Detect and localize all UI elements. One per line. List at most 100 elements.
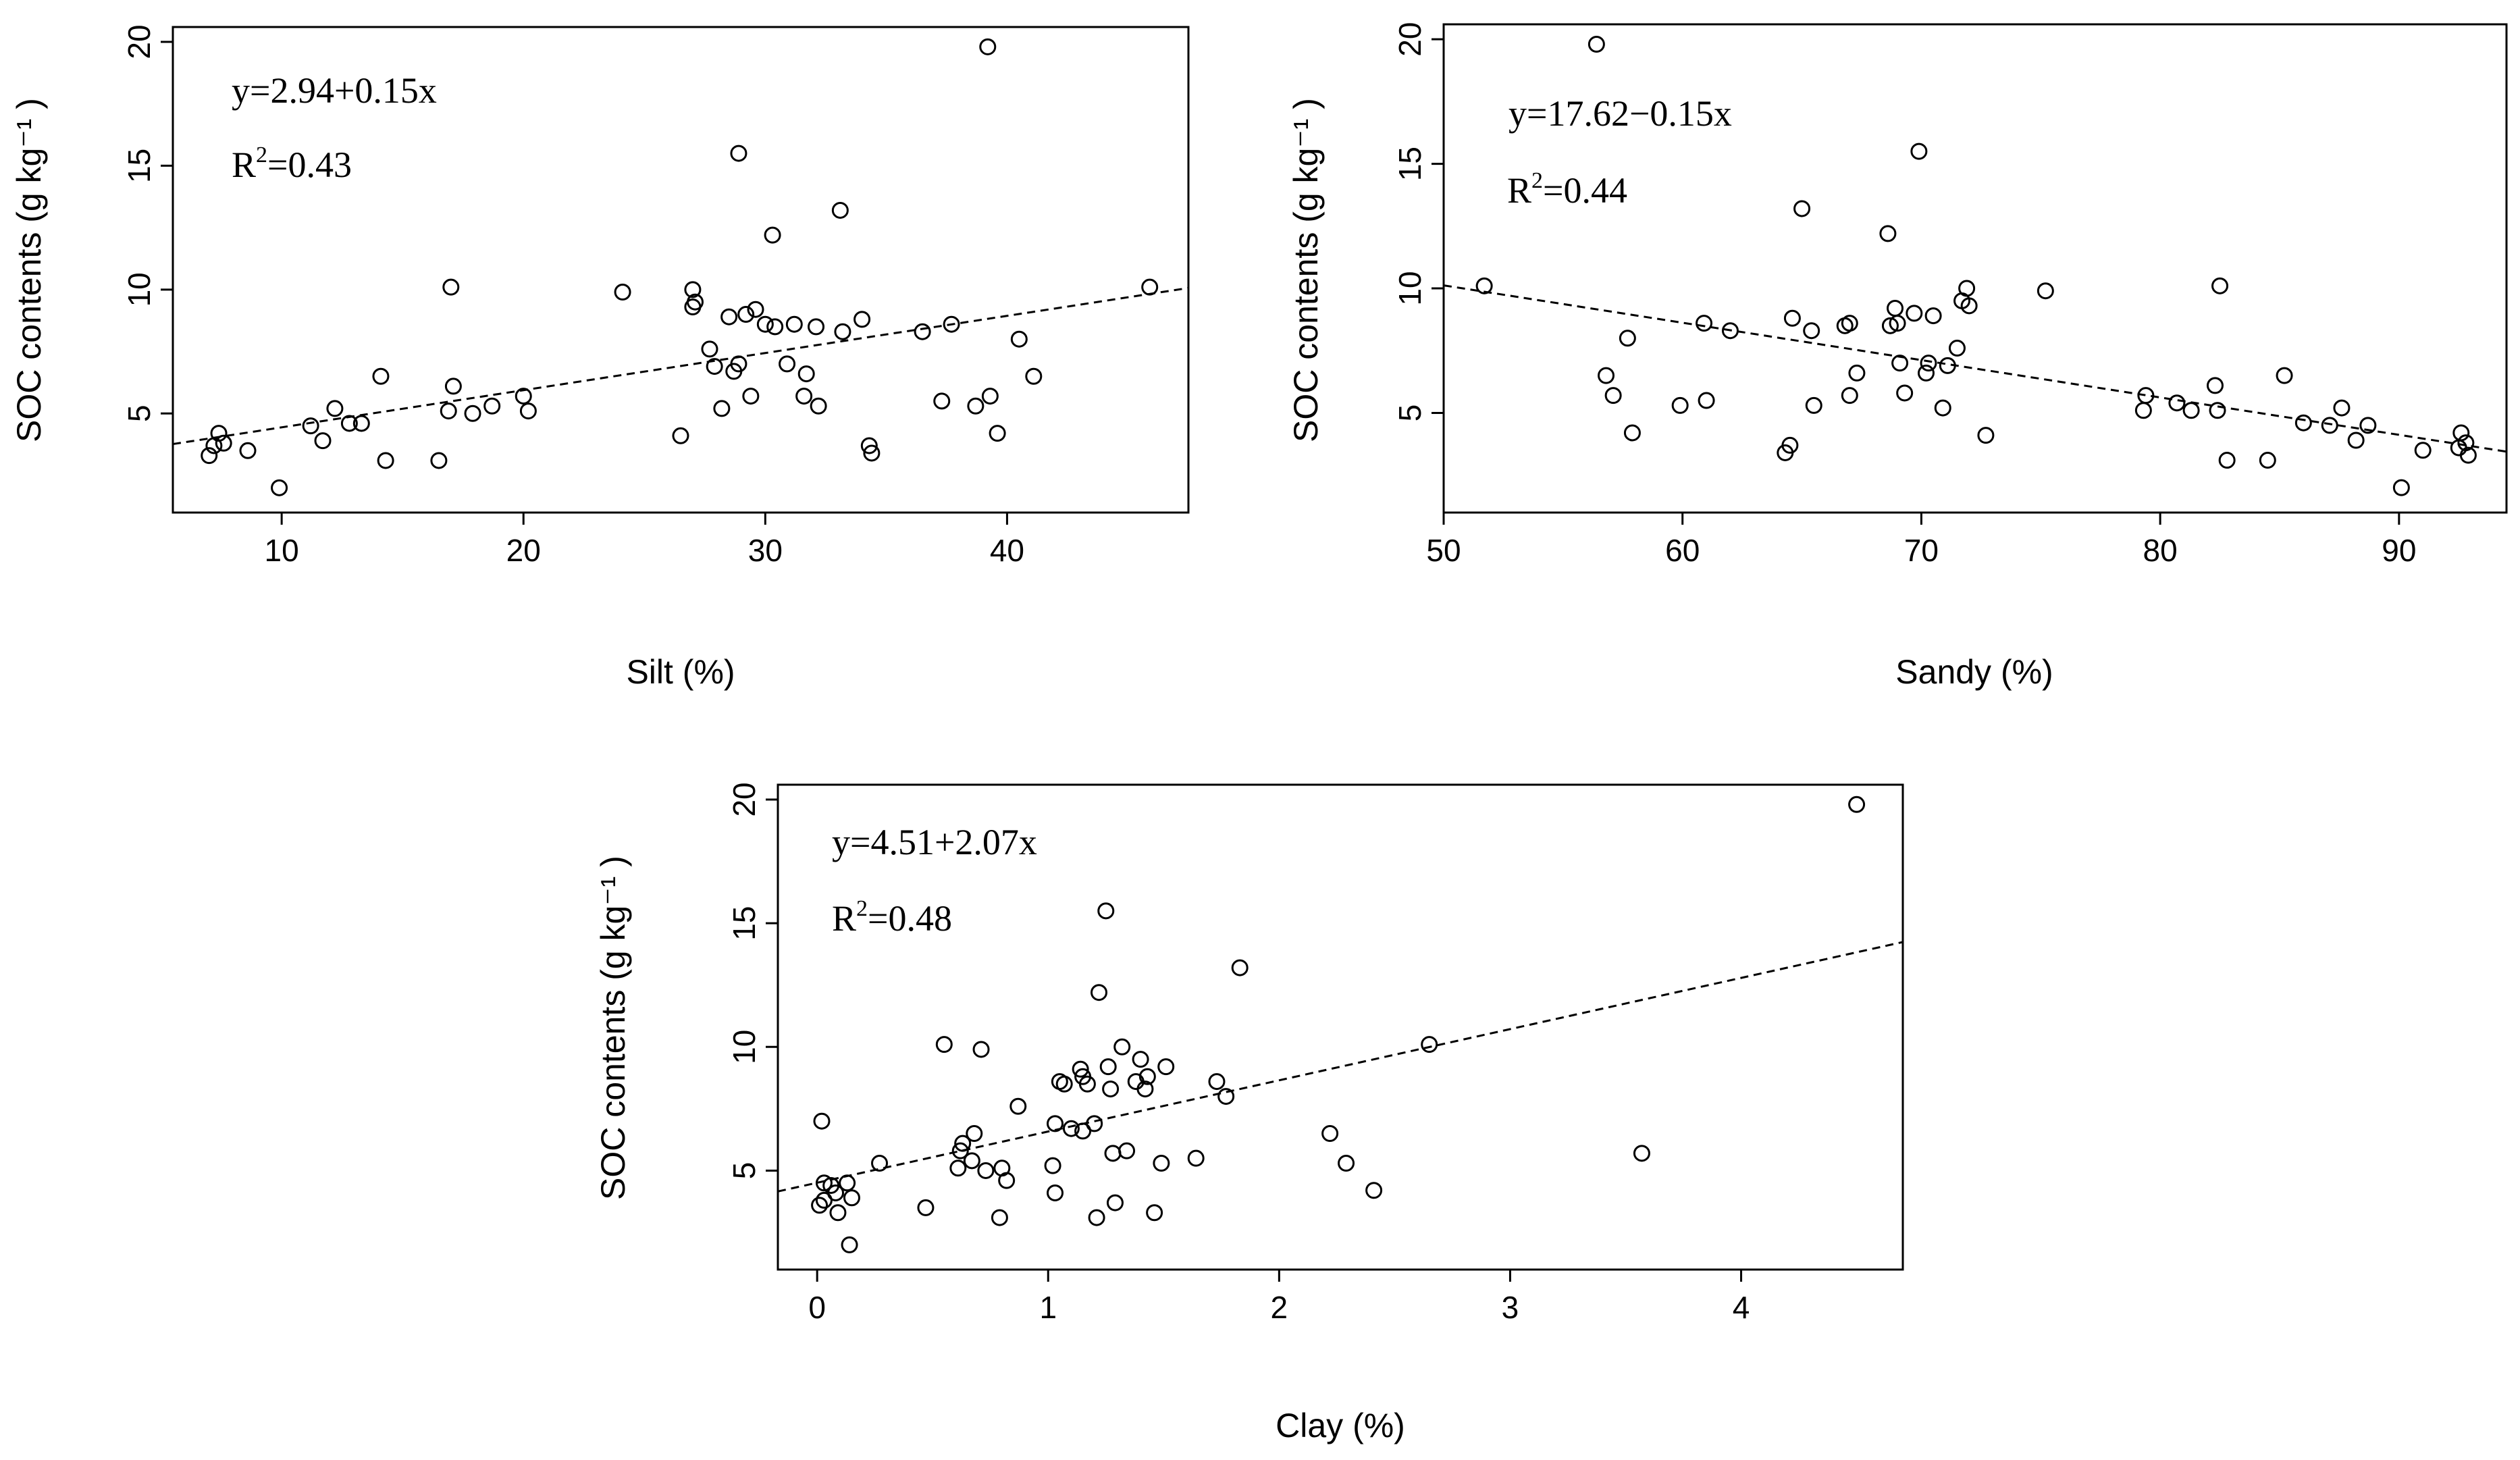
sandy-plot-frame <box>1442 23 2508 514</box>
silt-data-point <box>464 405 481 422</box>
sandy-data-point <box>2206 377 2224 394</box>
clay-data-point <box>991 1209 1008 1226</box>
clay-data-point <box>1157 1058 1175 1076</box>
silt-x-tick-label: 10 <box>265 533 299 568</box>
clay-r-squared: R2=0.48 <box>832 896 952 939</box>
sandy-x-tick-label: 90 <box>2382 533 2416 568</box>
sandy-data-point <box>1698 392 1715 409</box>
sandy-data-point <box>2294 414 2312 432</box>
sandy-data-point <box>2037 282 2054 300</box>
clay-data-point <box>1848 796 1866 813</box>
sandy-data-point <box>1948 340 1966 357</box>
clay-data-point <box>1099 1058 1117 1076</box>
silt-data-point <box>1010 330 1028 348</box>
sandy-scatter-chart: 5 10 15 20 50 60 70 80 90 y=17.62−0.15x R2=0.44… <box>1287 22 2508 691</box>
sandy-data-point <box>1783 309 1801 327</box>
silt-data-point <box>860 437 878 454</box>
clay-data-point <box>949 1159 967 1177</box>
silt-data-point <box>302 417 319 435</box>
clay-data-point <box>1153 1154 1170 1172</box>
silt-data-point <box>483 397 501 415</box>
clay-data-point <box>1047 1184 1064 1201</box>
clay-data-point <box>1132 1051 1149 1068</box>
silt-y-tick-label: 10 <box>122 272 157 307</box>
sandy-data-point <box>1934 399 1951 417</box>
silt-data-point <box>430 452 448 469</box>
sandy-data-point <box>1696 315 1713 332</box>
sandy-data-point <box>2137 387 2155 405</box>
sandy-data-point <box>2134 402 2152 419</box>
silt-data-point <box>943 315 960 333</box>
silt-scatter-chart: 5 10 15 20 10 20 30 40 y=2.94+0.15x R2=0.43 Si… <box>10 24 1190 691</box>
sandy-data-points <box>1475 36 2477 496</box>
clay-data-point <box>1091 984 1108 1001</box>
clay-data-point <box>1072 1060 1089 1078</box>
sandy-data-point <box>1803 322 1820 340</box>
clay-y-axis: 5 10 15 20 <box>727 782 778 1179</box>
clay-scatter-chart: 5 10 15 20 0 1 2 3 4 y=4.51+2.07x R2=0.48 Clay … <box>594 782 1904 1444</box>
clay-data-point <box>977 1162 995 1179</box>
sandy-data-point <box>1619 330 1636 347</box>
clay-data-point <box>1104 1145 1122 1162</box>
silt-x-axis-title: Silt (%) <box>626 653 735 691</box>
sandy-x-tick-label: 50 <box>1426 533 1461 568</box>
silt-data-point <box>863 444 881 462</box>
silt-data-point <box>808 318 825 336</box>
clay-data-point <box>1421 1036 1438 1053</box>
clay-data-point <box>1062 1120 1080 1137</box>
silt-data-point <box>377 452 394 469</box>
clay-data-point <box>1097 902 1115 920</box>
clay-data-point <box>1047 1115 1064 1132</box>
silt-data-point <box>797 365 815 383</box>
silt-data-point <box>239 442 257 459</box>
silt-y-tick-label: 20 <box>122 24 157 59</box>
sandy-data-point <box>2321 417 2338 434</box>
clay-data-point <box>1146 1204 1163 1222</box>
silt-data-point <box>442 278 460 296</box>
clay-x-tick-label: 4 <box>1733 1290 1750 1325</box>
silt-y-tick-label: 15 <box>122 149 157 183</box>
clay-data-point <box>1208 1073 1226 1091</box>
silt-data-point <box>352 415 370 432</box>
silt-r-squared: R2=0.43 <box>232 142 352 185</box>
clay-data-point <box>813 1112 831 1130</box>
silt-data-point <box>933 392 951 410</box>
sandy-data-point <box>2168 394 2186 412</box>
clay-data-point <box>917 1199 935 1216</box>
clay-data-point <box>841 1236 858 1253</box>
clay-x-tick-label: 3 <box>1502 1290 1519 1325</box>
sandy-data-point <box>1924 307 1942 325</box>
silt-data-point <box>713 400 731 417</box>
clay-equation: y=4.51+2.07x <box>832 822 1037 862</box>
clay-data-point <box>815 1191 833 1209</box>
sandy-data-point <box>1881 317 1899 334</box>
silt-data-point <box>215 434 232 452</box>
silt-data-point <box>756 315 774 333</box>
clay-data-point <box>1187 1149 1205 1167</box>
silt-equation: y=2.94+0.15x <box>232 70 437 111</box>
clay-data-point <box>871 1154 889 1172</box>
sandy-data-point <box>1598 367 1615 384</box>
sandy-data-point <box>1793 200 1811 217</box>
sandy-data-point <box>2347 432 2365 449</box>
clay-data-point <box>815 1174 833 1192</box>
clay-data-point <box>1009 1097 1027 1115</box>
sandy-x-tick-label: 70 <box>1904 533 1939 568</box>
sandy-data-point <box>2359 417 2377 434</box>
clay-data-point <box>1338 1154 1355 1172</box>
silt-data-point <box>314 432 332 450</box>
sandy-data-point <box>2392 479 2410 496</box>
silt-data-point <box>440 402 457 420</box>
silt-y-tick-label: 5 <box>122 405 157 422</box>
sandy-y-tick-label: 10 <box>1392 271 1427 305</box>
silt-plot-frame <box>172 26 1190 514</box>
sandy-x-tick-label: 80 <box>2143 533 2178 568</box>
clay-y-tick-label: 5 <box>727 1162 762 1180</box>
sandy-data-point <box>1917 364 1935 382</box>
silt-x-axis: 10 20 30 40 <box>265 513 1024 568</box>
silt-data-point <box>737 306 755 323</box>
clay-data-point <box>1136 1080 1154 1098</box>
silt-data-point <box>979 38 997 55</box>
silt-data-point <box>747 301 764 318</box>
clay-data-point <box>1078 1075 1096 1093</box>
